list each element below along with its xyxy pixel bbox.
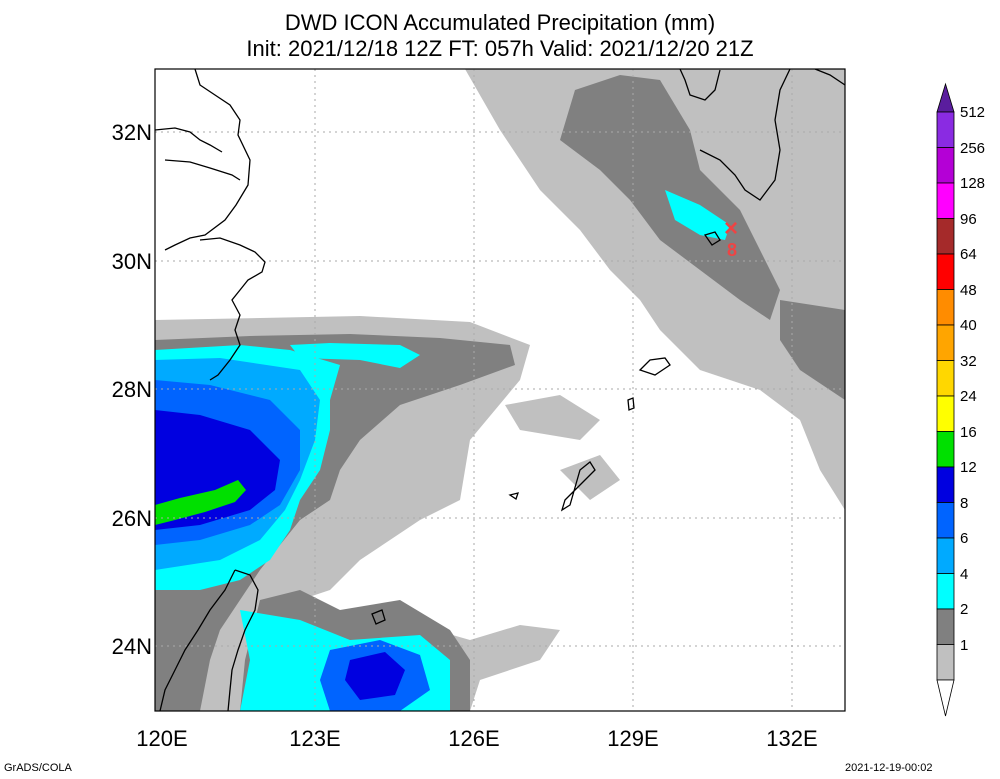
lon-label-123e: 123E <box>289 726 341 751</box>
footer-source: GrADS/COLA <box>4 762 72 774</box>
colorbar-level-label: 24 <box>960 388 977 405</box>
colorbar-level-label: 1 <box>960 636 969 654</box>
lat-label-26n: 26N <box>111 506 152 531</box>
precip-cyan-northeast <box>665 190 730 240</box>
lat-label-24n: 24N <box>111 634 152 659</box>
grid-lines <box>155 69 845 711</box>
precip-field <box>155 69 845 711</box>
footer-timestamp: 2021-12-19-00:02 <box>845 762 933 774</box>
precip-light-gray-islands <box>505 395 600 440</box>
lat-label-32n: 32N <box>111 120 152 145</box>
colorbar-level-label: 64 <box>960 246 977 263</box>
colorbar-level-label: 512 <box>960 104 986 121</box>
lat-label-30n: 30N <box>111 249 152 274</box>
colorbar-segment <box>936 608 955 645</box>
colorbar-level-label: 32 <box>960 352 977 370</box>
colorbar-segment <box>936 537 955 574</box>
map-title: DWD ICON Accumulated Precipitation (mm) <box>284 10 716 35</box>
colorbar-segment <box>936 182 955 219</box>
colorbar-segment <box>936 253 955 290</box>
colorbar-segment <box>936 218 955 255</box>
colorbar-segment <box>936 431 955 468</box>
precip-light-gray-okinawa <box>560 455 620 500</box>
map-subtitle: Init: 2021/12/18 12Z FT: 057h Valid: 202… <box>246 36 754 61</box>
colorbar-segment <box>936 466 955 503</box>
marker-symbol: × <box>724 215 738 242</box>
colorbar-level-label: 16 <box>960 423 977 441</box>
colorbar-segment <box>936 324 955 361</box>
colorbar-level-label: 8 <box>960 494 969 512</box>
colorbar-level-label: 48 <box>960 281 977 299</box>
colorbar-level-label: 40 <box>960 317 977 334</box>
colorbar-bottom-arrow <box>936 679 955 717</box>
lon-label-120e: 120E <box>136 726 188 751</box>
precip-darkblue-south <box>345 652 405 700</box>
colorbar-segment <box>936 644 955 681</box>
precip-cyan-strip <box>290 343 420 368</box>
colorbar-level-label: 256 <box>960 139 986 157</box>
colorbar-top-arrow <box>936 82 955 113</box>
colorbar-level-label: 2 <box>960 601 969 618</box>
colorbar-level-label: 6 <box>960 530 969 547</box>
typhoon-marker: × 8 <box>724 215 738 260</box>
colorbar <box>936 82 955 717</box>
colorbar-level-label: 12 <box>960 459 977 476</box>
precip-light-gray-northeast <box>465 69 845 510</box>
precip-green-core <box>155 480 246 525</box>
colorbar-level-label: 128 <box>960 175 986 192</box>
marker-value: 8 <box>727 240 737 260</box>
lon-label-126e: 126E <box>448 726 500 751</box>
coastlines <box>155 69 845 711</box>
colorbar-segment <box>936 360 955 397</box>
lon-label-132e: 132E <box>766 726 818 751</box>
colorbar-segment <box>936 147 955 184</box>
precip-dark-gray-east <box>780 300 845 400</box>
colorbar-segment <box>936 395 955 432</box>
colorbar-level-label: 4 <box>960 565 969 583</box>
colorbar-segment <box>936 111 955 148</box>
colorbar-segment <box>936 573 955 610</box>
colorbar-level-label: 96 <box>960 210 977 228</box>
lon-label-129e: 129E <box>607 726 659 751</box>
map-frame <box>154 68 846 712</box>
colorbar-segment <box>936 502 955 539</box>
lat-label-28n: 28N <box>111 377 152 402</box>
colorbar-segment <box>936 289 955 326</box>
